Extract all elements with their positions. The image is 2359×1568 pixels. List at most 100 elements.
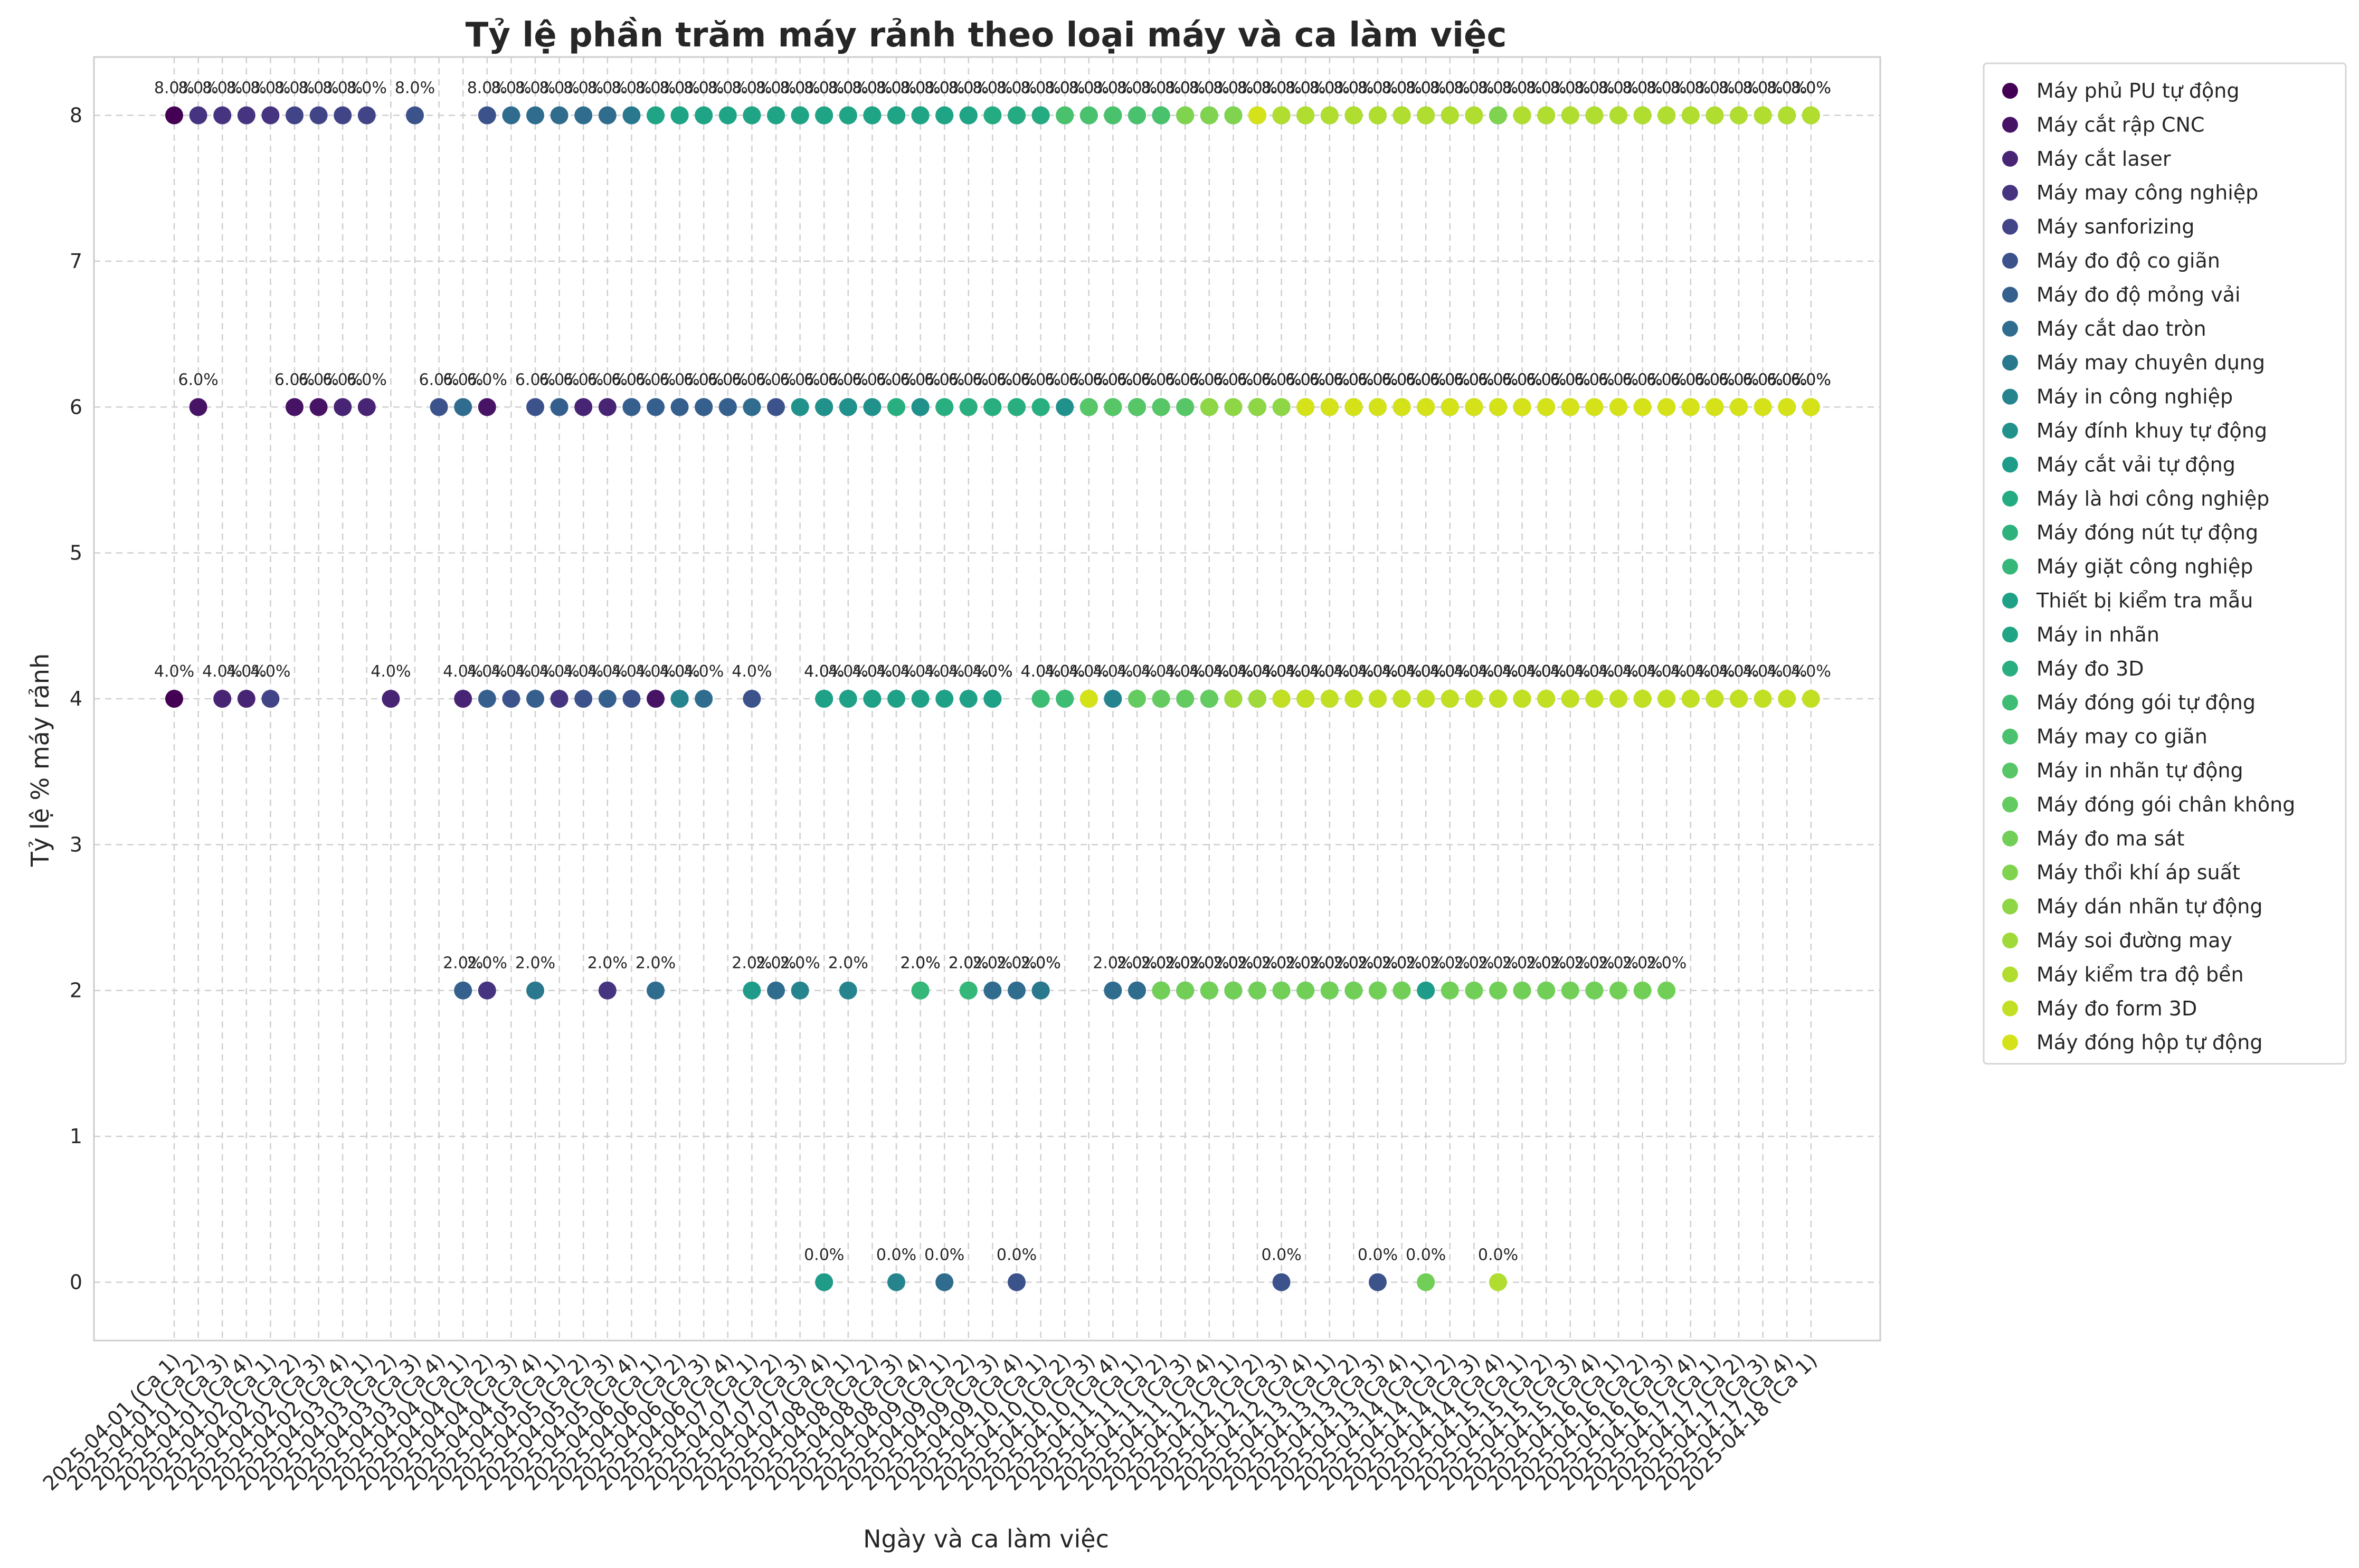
data-point — [1561, 106, 1579, 125]
data-point — [1802, 106, 1820, 125]
data-label: 6.0% — [1358, 370, 1398, 389]
data-label: 2.0% — [972, 954, 1012, 973]
legend-entry-label: Máy in nhãn tự động — [2036, 759, 2243, 782]
data-label: 6.0% — [1213, 370, 1253, 389]
data-point — [1754, 106, 1772, 125]
data-label: 8.0% — [1598, 79, 1638, 98]
data-label: 6.0% — [1358, 370, 1398, 389]
data-point — [1344, 981, 1363, 1000]
data-point — [959, 398, 978, 416]
data-point — [1056, 398, 1074, 416]
data-point — [1441, 106, 1459, 125]
data-point — [718, 106, 737, 125]
data-label: 8.0% — [563, 79, 603, 98]
data-label: 6.0% — [828, 370, 868, 389]
data-label: 8.0% — [876, 79, 916, 98]
data-label: 6.0% — [1358, 370, 1398, 389]
data-label: 6.0% — [949, 370, 989, 389]
data-point — [1417, 690, 1435, 708]
data-label: 4.0% — [1574, 662, 1614, 681]
data-label: 8.0% — [1117, 79, 1157, 98]
data-point — [1031, 981, 1050, 1000]
data-point — [1152, 690, 1170, 708]
data-label: 6.0% — [972, 370, 1012, 389]
data-label: 4.0% — [1213, 662, 1253, 681]
data-label: 8.0% — [395, 79, 435, 98]
data-label: 8.0% — [1381, 79, 1422, 98]
data-point — [1754, 690, 1772, 708]
data-label: 8.0% — [298, 79, 338, 98]
data-label: 6.0% — [1694, 370, 1735, 389]
data-label: 8.0% — [1574, 79, 1614, 98]
data-label: 6.0% — [1791, 370, 1831, 389]
data-label: 4.0% — [1671, 662, 1711, 681]
data-label: 8.0% — [900, 79, 940, 98]
data-label: 4.0% — [1430, 662, 1470, 681]
data-label: 8.0% — [250, 79, 290, 98]
data-point — [1152, 398, 1170, 416]
legend-marker — [2002, 966, 2018, 983]
data-point — [1537, 106, 1556, 125]
data-point — [887, 106, 905, 125]
data-point — [1730, 690, 1748, 708]
data-label: 8.0% — [828, 79, 868, 98]
data-label: 4.0% — [563, 662, 603, 681]
data-point — [1706, 690, 1724, 708]
legend-marker — [2002, 117, 2018, 133]
data-point — [1657, 106, 1676, 125]
data-label: 4.0% — [1285, 662, 1325, 681]
data-label: 6.0% — [1526, 370, 1566, 389]
legend-marker — [2002, 796, 2018, 813]
data-label: 8.0% — [1141, 79, 1181, 98]
data-point — [1200, 106, 1218, 125]
data-point — [1561, 398, 1579, 416]
data-point — [526, 398, 544, 416]
data-label: 2.0% — [1093, 954, 1133, 973]
data-label: 2.0% — [1117, 954, 1157, 973]
data-point — [1104, 981, 1122, 1000]
data-label: 6.0% — [588, 370, 628, 389]
data-label: 8.0% — [588, 79, 628, 98]
data-label: 6.0% — [611, 370, 651, 389]
data-label: 8.0% — [1526, 79, 1566, 98]
data-label: 2.0% — [949, 954, 989, 973]
data-label: 6.0% — [804, 370, 844, 389]
data-point — [454, 690, 472, 708]
data-label: 4.0% — [1671, 662, 1711, 681]
data-point — [863, 690, 882, 708]
data-point — [1441, 690, 1459, 708]
data-point — [1320, 106, 1339, 125]
data-point — [1079, 690, 1098, 708]
data-point — [1272, 106, 1291, 125]
data-label: 8.0% — [1189, 79, 1229, 98]
data-label: 2.0% — [1189, 954, 1229, 973]
data-label: 6.0% — [1646, 370, 1687, 389]
data-point — [1176, 690, 1195, 708]
data-point — [1561, 690, 1579, 708]
data-label: 8.0% — [1285, 79, 1325, 98]
y-tick-label: 0 — [70, 1270, 82, 1294]
data-label: 8.0% — [1237, 79, 1277, 98]
data-label: 6.0% — [684, 370, 724, 389]
data-label: 4.0% — [1237, 662, 1277, 681]
data-label: 8.0% — [1165, 79, 1205, 98]
data-label: 8.0% — [684, 79, 724, 98]
data-label: 2.0% — [1141, 954, 1181, 973]
data-label: 6.0% — [1478, 370, 1518, 389]
data-point — [1200, 981, 1218, 1000]
data-label: 8.0% — [1502, 79, 1542, 98]
data-label: 4.0% — [1406, 662, 1446, 681]
data-label: 8.0% — [323, 79, 363, 98]
data-point — [815, 1273, 833, 1291]
data-label: 6.0% — [708, 370, 748, 389]
data-point — [1200, 398, 1218, 416]
legend-entry-label: Máy cắt laser — [2036, 147, 2171, 170]
data-label: 8.0% — [804, 79, 844, 98]
data-label: 8.0% — [972, 79, 1012, 98]
data-label: 6.0% — [852, 370, 892, 389]
data-label: 8.0% — [515, 79, 555, 98]
data-label: 4.0% — [828, 662, 868, 681]
data-label: 8.0% — [828, 79, 868, 98]
data-label: 8.0% — [1141, 79, 1181, 98]
data-label: 2.0% — [1020, 954, 1060, 973]
